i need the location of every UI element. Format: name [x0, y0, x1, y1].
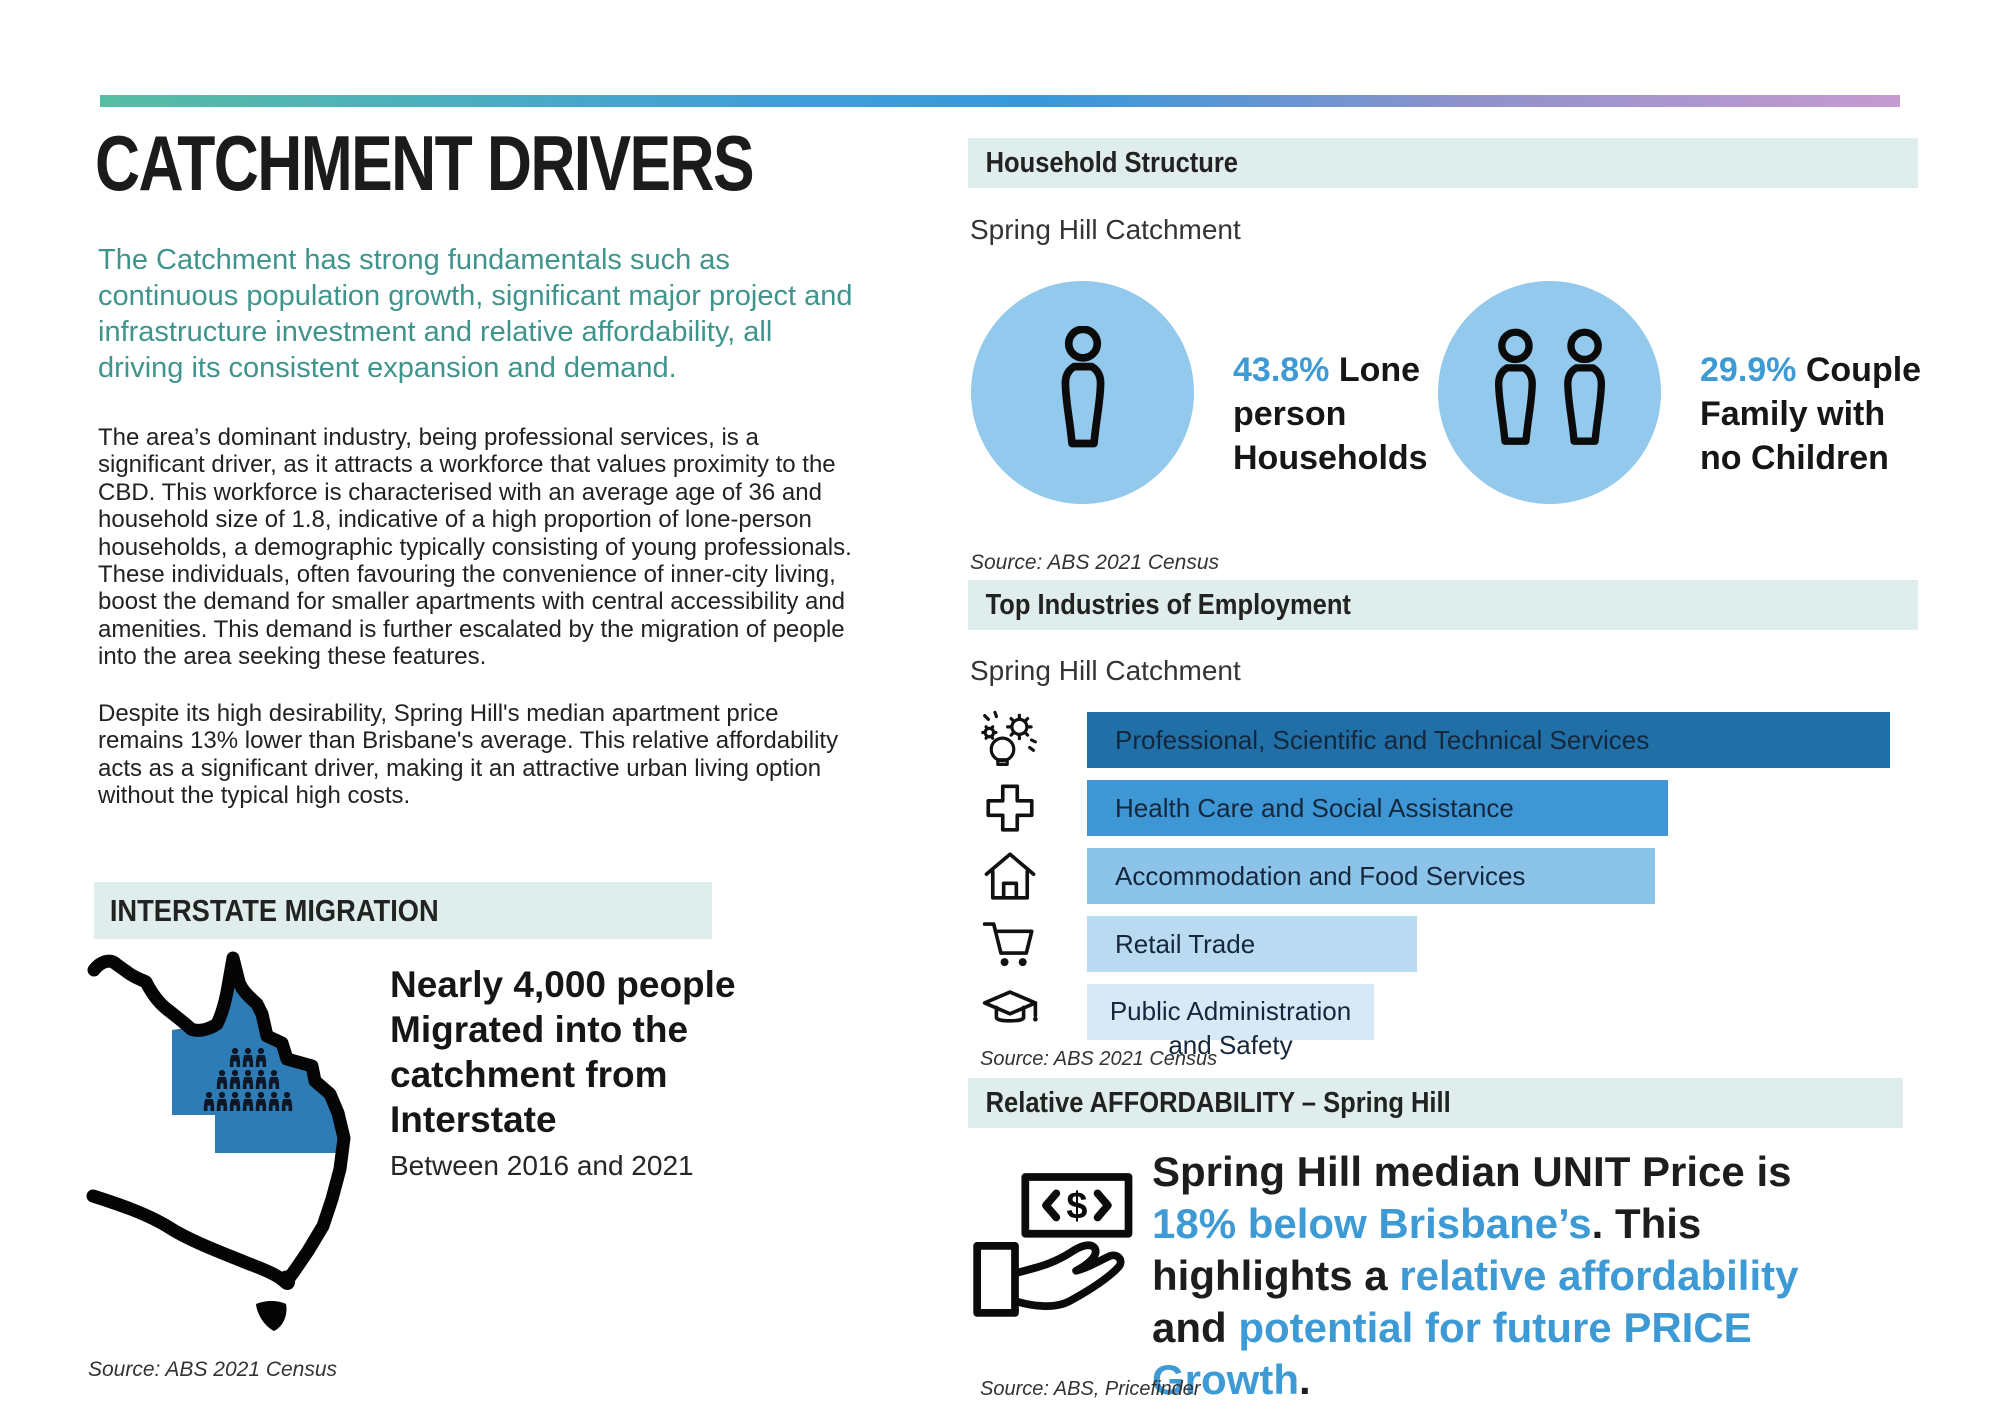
industry-row: Retail Trade: [978, 916, 1417, 972]
statement-accent-text: potential for future PRICE Growth: [1152, 1304, 1752, 1403]
top-industries-header: Top Industries of Employment: [968, 580, 1918, 630]
body-paragraph-1: The area’s dominant industry, being prof…: [98, 424, 852, 671]
innovation-icon: [978, 710, 1042, 768]
industry-bar-label: Health Care and Social Assistance: [1115, 793, 1514, 823]
cart-icon: [978, 916, 1042, 972]
industries-source: Source: ABS 2021 Census: [980, 1048, 1218, 1070]
australia-east-coast-map-icon: [86, 951, 351, 1331]
money-in-hand-icon: $: [972, 1168, 1144, 1340]
couple-icon: [1494, 328, 1605, 445]
industry-bar-label: Retail Trade: [1115, 929, 1256, 959]
industry-row: Professional, Scientific and Technical S…: [978, 710, 1890, 768]
couple-value: 29.9%: [1700, 351, 1797, 389]
intro-paragraph: The Catchment has strong fundamentals su…: [98, 244, 853, 384]
lone-person-icon: [1061, 325, 1104, 447]
coastline-south: [86, 1189, 295, 1290]
lone-person-circle: [971, 281, 1194, 504]
svg-text:$: $: [1066, 1185, 1087, 1227]
industry-bar-label: Accommodation and Food Services: [1115, 861, 1526, 891]
gradient-divider-bar: [100, 95, 1900, 107]
migration-headline: Nearly 4,000 people Migrated into the ca…: [390, 964, 736, 1140]
interstate-migration-header: INTERSTATE MIGRATION: [94, 882, 712, 939]
statement-text: and: [1152, 1304, 1239, 1351]
couple-label: Couple Family with no Children: [1700, 351, 1922, 477]
industry-bar: Retail Trade: [1087, 916, 1417, 972]
industry-bar: Public Administration and Safety: [1087, 984, 1374, 1060]
lone-person-stat: 43.8% Lone person Households: [1233, 348, 1428, 480]
couple-stat: 29.9% Couple Family with no Children: [1700, 348, 1932, 480]
migration-source: Source: ABS 2021 Census: [88, 1358, 338, 1381]
lone-person-value: 43.8%: [1233, 351, 1330, 389]
house-icon: [978, 848, 1042, 904]
statement-accent-text: relative affordability: [1399, 1252, 1799, 1299]
industry-row: Accommodation and Food Services: [978, 848, 1655, 904]
affordability-header-label: Relative AFFORDABILITY – Spring Hill: [985, 1086, 1451, 1119]
household-subtitle: Spring Hill Catchment: [970, 214, 1241, 245]
affordability-header: Relative AFFORDABILITY – Spring Hill: [968, 1078, 1903, 1128]
affordability-statement: Spring Hill median UNIT Price is 18% bel…: [1152, 1146, 1847, 1406]
graduation-cap-icon: [978, 984, 1042, 1040]
top-industries-header-label: Top Industries of Employment: [985, 588, 1351, 621]
industry-bar: Professional, Scientific and Technical S…: [1087, 712, 1890, 768]
page-title: CATCHMENT DRIVERS: [95, 119, 755, 207]
australia-map-graphic: [86, 950, 354, 1344]
couple-circle: [1438, 281, 1661, 504]
industry-row: Health Care and Social Assistance: [978, 780, 1668, 836]
statement-accent-text: 18% below Brisbane’s: [1152, 1200, 1592, 1247]
tasmania-region: [256, 1300, 287, 1331]
industry-bar-label: Professional, Scientific and Technical S…: [1115, 725, 1650, 755]
household-source: Source: ABS 2021 Census: [970, 551, 1220, 574]
migration-period: Between 2016 and 2021: [390, 1150, 694, 1181]
statement-text: . This highlights a: [1152, 1200, 1702, 1299]
affordability-source: Source: ABS, Pricefinder: [980, 1378, 1201, 1400]
interstate-migration-header-label: INTERSTATE MIGRATION: [109, 892, 439, 928]
industry-row: Public Administration and Safety: [978, 984, 1374, 1060]
industry-bar: Accommodation and Food Services: [1087, 848, 1655, 904]
industries-subtitle: Spring Hill Catchment: [970, 655, 1241, 686]
coastline-north-east: [87, 951, 351, 1288]
lone-person-label: Lone person Households: [1233, 351, 1428, 477]
industry-bar: Health Care and Social Assistance: [1087, 780, 1668, 836]
household-structure-header: Household Structure: [968, 138, 1918, 188]
industry-bar-label: Public Administration and Safety: [1109, 996, 1352, 1060]
migration-stat-block: Nearly 4,000 people Migrated into the ca…: [390, 962, 740, 1182]
body-paragraph-2: Despite its high desirability, Spring Hi…: [98, 700, 839, 810]
medical-cross-icon: [978, 780, 1042, 836]
statement-text: Spring Hill median UNIT Price is: [1152, 1148, 1792, 1195]
household-structure-header-label: Household Structure: [985, 146, 1238, 179]
statement-text: .: [1298, 1356, 1311, 1403]
